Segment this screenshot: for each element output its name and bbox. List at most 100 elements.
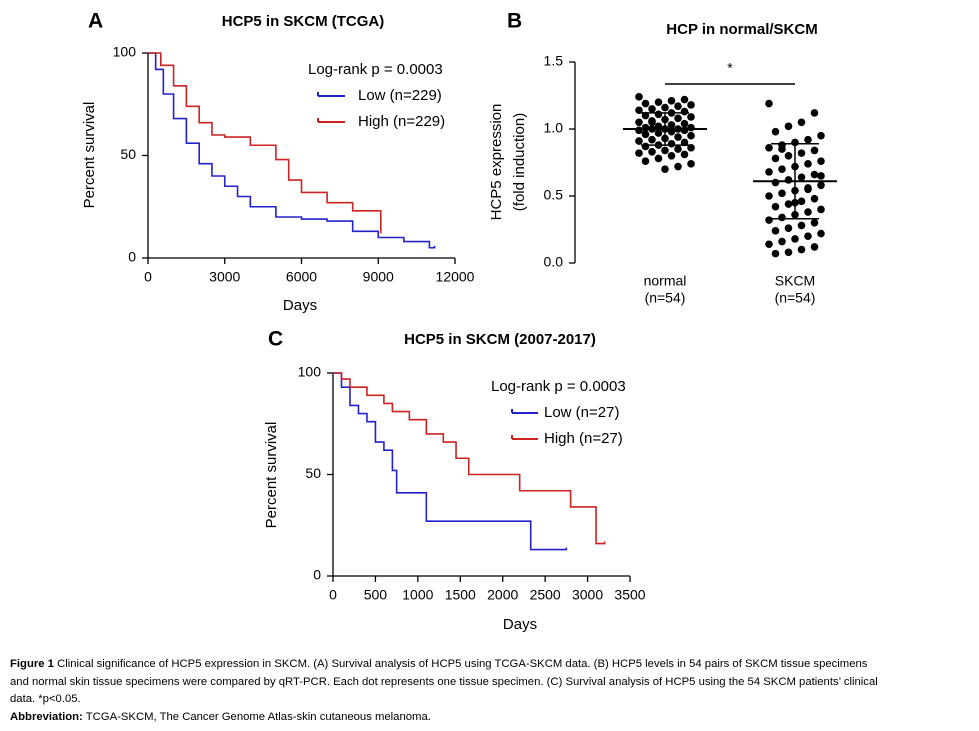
x-tick-label: 3000 <box>209 269 240 285</box>
dot <box>635 106 643 115</box>
dot <box>687 143 695 152</box>
dot <box>654 154 663 163</box>
chart-title: HCP5 in SKCM (TCGA) <box>222 13 385 30</box>
dot <box>687 113 695 121</box>
y-tick-label: 0 <box>128 249 136 265</box>
x-axis-label: Days <box>503 616 537 633</box>
x-tick-note: (n=54) <box>775 290 816 306</box>
annotation: * <box>727 60 733 76</box>
x-tick-label: normal <box>644 273 687 289</box>
legend-label: High (n=27) <box>544 430 623 447</box>
dot <box>648 135 656 144</box>
x-tick-label: 6000 <box>286 269 317 285</box>
dot <box>817 205 825 214</box>
x-tick-label: 12000 <box>436 269 475 285</box>
survival-curve <box>148 52 436 249</box>
dot <box>771 154 780 163</box>
dot <box>810 170 819 179</box>
x-tick-label: 0 <box>144 269 152 285</box>
dot <box>648 105 656 113</box>
x-tick-label: 0 <box>329 587 337 603</box>
dot <box>641 157 650 165</box>
panel-letter: A <box>88 10 103 33</box>
x-axis-label: Days <box>283 297 317 314</box>
y-tick-label: 0.5 <box>544 187 564 203</box>
dot <box>661 103 669 112</box>
dot <box>817 157 825 165</box>
y-tick-label: 50 <box>305 465 321 481</box>
y-axis-label: Percent survival <box>81 102 98 209</box>
dot <box>771 202 780 211</box>
dot <box>687 123 695 132</box>
x-tick-label: 1500 <box>445 587 476 603</box>
dot <box>680 107 689 116</box>
caption-line: Abbreviation: TCGA-SKCM, The Cancer Geno… <box>10 709 970 727</box>
dot <box>797 173 806 182</box>
abbreviation-text: TCGA-SKCM, The Cancer Genome Atlas-skin … <box>85 710 431 723</box>
dot <box>635 118 643 127</box>
dot <box>791 235 799 243</box>
dot <box>765 99 773 108</box>
dot <box>667 152 676 160</box>
dot <box>765 216 773 224</box>
dot <box>778 145 786 153</box>
dot <box>641 111 650 120</box>
dot <box>817 229 825 238</box>
caption: Figure 1 Clinical significance of HCP5 e… <box>10 656 970 726</box>
y-tick-label: 50 <box>120 146 136 162</box>
dot <box>765 240 773 249</box>
dot <box>810 146 819 155</box>
dot <box>667 97 676 105</box>
dot <box>784 122 793 131</box>
panel-letter: B <box>507 10 522 33</box>
dot <box>804 135 812 144</box>
survival-curve <box>333 372 568 551</box>
dot <box>635 149 643 157</box>
x-tick-label: 500 <box>364 587 388 603</box>
dot <box>680 119 689 128</box>
caption-line: Figure 1 Clinical significance of HCP5 e… <box>10 656 970 674</box>
dot <box>635 93 643 101</box>
dot <box>680 95 689 104</box>
x-tick-label: 2500 <box>530 587 561 603</box>
dot <box>765 192 773 200</box>
dot <box>641 142 650 151</box>
survival-curve <box>148 52 382 234</box>
dot <box>674 114 682 123</box>
dot <box>635 137 643 145</box>
dot <box>771 249 780 258</box>
dot <box>778 165 786 173</box>
dot <box>661 146 669 155</box>
dot <box>641 130 650 139</box>
caption-label: Figure 1 <box>10 658 54 670</box>
dot <box>804 208 812 216</box>
dot <box>765 168 773 176</box>
dot <box>667 139 676 148</box>
legend-label: Low (n=229) <box>358 87 442 104</box>
dot <box>661 165 669 173</box>
x-tick-label: 9000 <box>363 269 394 285</box>
dot <box>804 185 812 194</box>
dot <box>765 143 773 152</box>
dot <box>687 101 695 109</box>
dot <box>804 232 812 240</box>
legend-label: Low (n=27) <box>544 404 619 421</box>
y-axis-label: (fold induction) <box>511 113 528 211</box>
dot <box>784 176 793 184</box>
dot <box>797 197 806 206</box>
caption-line: and normal skin tissue specimens were co… <box>10 675 878 688</box>
dot <box>797 221 806 230</box>
caption-line: data. *p<0.05. <box>10 693 81 705</box>
dot <box>778 213 786 222</box>
dot <box>804 160 812 168</box>
y-tick-label: 1.5 <box>544 53 564 69</box>
y-tick-label: 0 <box>313 567 321 583</box>
dot <box>667 121 676 129</box>
x-tick-label: 1000 <box>402 587 433 603</box>
dot <box>784 248 793 257</box>
dot <box>674 145 682 153</box>
survival-curve <box>333 372 606 545</box>
dot <box>778 237 786 246</box>
dot <box>810 219 819 227</box>
dot <box>680 150 689 159</box>
